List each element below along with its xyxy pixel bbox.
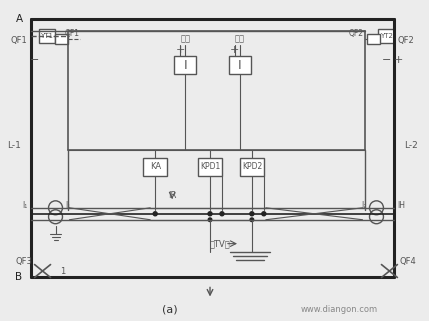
Text: 信号: 信号 — [180, 34, 190, 43]
Text: L-1: L-1 — [7, 141, 21, 150]
Text: I₁: I₁ — [22, 201, 27, 210]
Circle shape — [262, 212, 266, 216]
Text: YT2: YT2 — [380, 32, 393, 39]
Bar — [174, 56, 196, 74]
Circle shape — [220, 212, 224, 216]
Text: +: + — [230, 46, 240, 56]
Text: IR: IR — [168, 191, 176, 200]
Text: QF3: QF3 — [16, 257, 33, 266]
Text: QF1: QF1 — [11, 36, 27, 45]
Text: www.diangon.com: www.diangon.com — [301, 305, 378, 314]
Text: +: + — [175, 46, 185, 56]
Bar — [143, 158, 167, 176]
Text: +: + — [394, 56, 403, 65]
Text: −: − — [30, 56, 39, 65]
Bar — [54, 34, 69, 44]
Text: A: A — [15, 13, 23, 24]
Text: I: I — [238, 59, 242, 72]
Text: KPD1: KPD1 — [200, 162, 220, 171]
Bar — [39, 29, 54, 42]
Text: KA: KA — [150, 162, 161, 171]
Text: L-2: L-2 — [405, 141, 418, 150]
Text: QF1: QF1 — [65, 29, 80, 38]
Text: 从TV来: 从TV来 — [210, 239, 231, 248]
Text: QF2: QF2 — [397, 36, 414, 45]
Circle shape — [208, 212, 212, 216]
Bar — [378, 29, 394, 42]
Text: I₁: I₁ — [66, 201, 71, 210]
Text: QF2: QF2 — [349, 29, 364, 38]
Bar — [366, 34, 381, 44]
Circle shape — [208, 218, 212, 221]
Text: IH: IH — [397, 201, 405, 210]
Text: B: B — [15, 273, 23, 282]
Text: (a): (a) — [162, 304, 178, 314]
Bar — [198, 158, 222, 176]
Text: 信号: 信号 — [235, 34, 245, 43]
Text: −: − — [382, 56, 391, 65]
Text: YT1: YT1 — [40, 32, 53, 39]
Text: KPD2: KPD2 — [242, 162, 262, 171]
Text: I: I — [183, 59, 187, 72]
Circle shape — [250, 218, 254, 221]
Bar — [240, 158, 264, 176]
Circle shape — [153, 212, 157, 216]
Text: 1: 1 — [60, 267, 65, 276]
Bar — [229, 56, 251, 74]
Circle shape — [250, 212, 254, 216]
Text: QF4: QF4 — [399, 257, 416, 266]
Text: I₂: I₂ — [361, 201, 366, 210]
